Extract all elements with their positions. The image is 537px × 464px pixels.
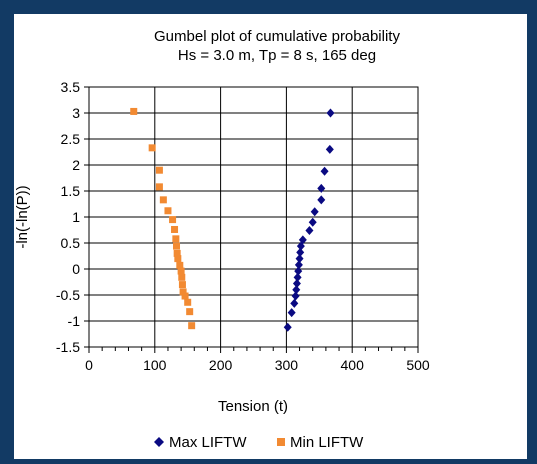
data-point-max [296, 247, 305, 257]
data-point-min [184, 298, 192, 306]
data-point-max [290, 298, 299, 308]
data-point-max [295, 254, 304, 264]
data-point-max [292, 279, 301, 289]
data-point-max [310, 207, 319, 217]
legend-label-max: Max LIFTW [169, 434, 247, 451]
data-point-max [317, 183, 326, 193]
x-tick-label: 200 [209, 357, 233, 373]
y-tick-label: 3 [72, 105, 80, 121]
chart-area: Gumbel plot of cumulative probability Hs… [14, 14, 527, 459]
chart-title: Gumbel plot of cumulative probability [154, 28, 400, 45]
data-point-max [294, 266, 303, 276]
series-min [130, 107, 196, 330]
data-point-max [308, 217, 317, 227]
x-tick-label: 400 [341, 357, 365, 373]
data-point-max [291, 291, 300, 301]
y-tick-label: -1.5 [56, 339, 80, 355]
data-point-min [178, 281, 186, 289]
data-point-max [320, 166, 329, 176]
x-tick-label: 500 [406, 357, 430, 373]
x-tick-label: 0 [85, 357, 93, 373]
plot-frame [88, 86, 419, 348]
legend-label-min: Min LIFTW [290, 434, 364, 451]
data-point-min [177, 267, 185, 275]
y-tick-label: 0.5 [61, 235, 81, 251]
data-point-min [155, 166, 163, 174]
data-point-max [294, 260, 303, 270]
legend-marker-max [154, 437, 164, 447]
data-point-max [283, 322, 292, 332]
data-point-min [178, 273, 186, 281]
y-axis-label: -ln(-ln(P)) [14, 185, 31, 248]
data-point-max [305, 226, 314, 236]
data-points [130, 107, 335, 332]
data-point-max [293, 272, 302, 282]
data-point-min [169, 216, 177, 224]
data-point-max [296, 241, 305, 251]
data-point-min [130, 107, 138, 115]
data-point-min [155, 183, 163, 191]
data-point-min [181, 292, 189, 300]
data-point-max [325, 144, 334, 154]
x-axis-label: Tension (t) [218, 398, 288, 415]
y-tick-label: 2 [72, 157, 80, 173]
data-point-min [173, 249, 181, 257]
y-tick-label: -1 [68, 313, 81, 329]
data-point-max [287, 308, 296, 318]
data-point-min [176, 261, 184, 269]
x-tick-label: 300 [275, 357, 299, 373]
legend: Max LIFTW Min LIFTW [154, 434, 364, 451]
x-tick-labels: 0 100 200 300 400 500 [85, 357, 430, 373]
data-point-max [317, 195, 326, 205]
legend-marker-min [277, 438, 285, 446]
gumbel-chart: Gumbel plot of cumulative probability Hs… [14, 28, 430, 451]
data-point-min [148, 144, 156, 152]
y-tick-label: 2.5 [61, 131, 81, 147]
chart-subtitle: Hs = 3.0 m, Tp = 8 s, 165 deg [178, 47, 376, 64]
y-tick-label: -0.5 [56, 287, 80, 303]
data-point-min [179, 288, 187, 296]
data-point-min [164, 207, 172, 215]
data-point-max [326, 108, 335, 118]
y-tick-label: 0 [72, 261, 80, 277]
data-point-min [159, 196, 167, 204]
y-tick-label: 1 [72, 209, 80, 225]
data-point-min [188, 322, 196, 330]
data-point-min [171, 225, 179, 233]
data-point-min [172, 235, 180, 243]
grid-lines [84, 86, 419, 353]
y-tick-label: 3.5 [61, 79, 81, 95]
x-tick-label: 100 [143, 357, 167, 373]
y-tick-label: 1.5 [61, 183, 81, 199]
series-max [283, 108, 335, 332]
data-point-min [174, 255, 182, 263]
data-point-max [292, 285, 301, 295]
data-point-min [186, 308, 194, 316]
y-tick-labels: 3.5 3 2.5 2 1.5 1 0.5 0 -0.5 -1 -1.5 [56, 79, 80, 355]
data-point-min [173, 242, 181, 250]
